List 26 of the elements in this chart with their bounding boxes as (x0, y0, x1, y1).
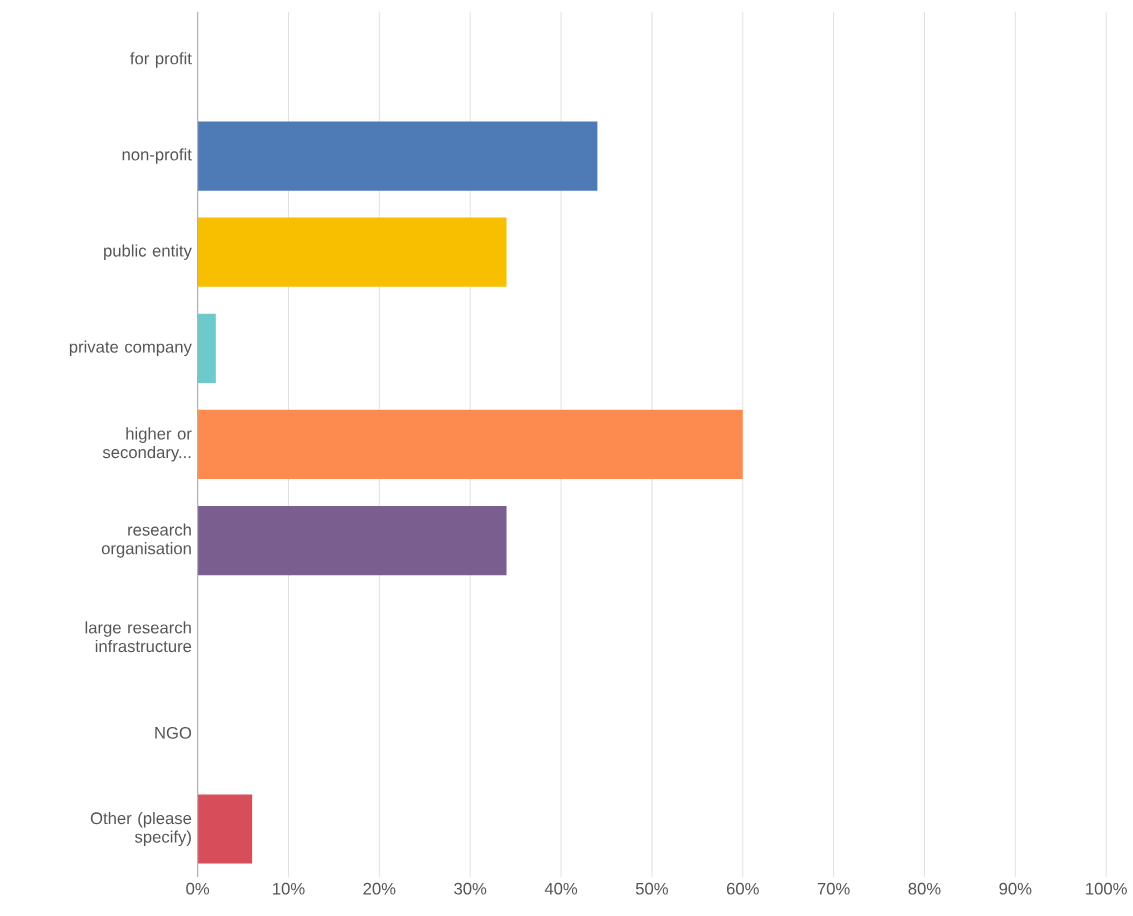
bar (197, 505, 507, 575)
x-tick-label: 80% (908, 882, 941, 895)
bar (197, 794, 253, 864)
y-tick-label: Other (please specify) (90, 811, 192, 846)
y-tick-label: research organisation (101, 523, 191, 558)
x-tick-label: 50% (635, 882, 668, 895)
x-tick-label: 60% (726, 882, 759, 895)
x-tick-label: 70% (817, 882, 850, 895)
bar (197, 313, 216, 383)
y-tick-label: non-profit (122, 148, 192, 164)
y-tick-label: for profit (130, 51, 192, 68)
x-tick-label: 90% (999, 882, 1032, 895)
y-tick-label: large research infrastructure (85, 621, 192, 652)
bar (197, 409, 743, 479)
y-tick-label: higher or secondary... (102, 427, 192, 462)
x-tick-label: 20% (363, 882, 396, 895)
x-tick-label: 30% (454, 882, 487, 895)
x-tick-label: 10% (273, 882, 305, 895)
x-tick-label: 100% (1086, 882, 1127, 895)
bar (197, 217, 507, 287)
y-tick-label: public entity (104, 244, 192, 260)
x-tick-label: 0% (186, 882, 210, 895)
y-tick-label: private company (69, 340, 192, 356)
y-tick-label: NGO (155, 726, 192, 739)
bar (197, 121, 598, 191)
x-tick-label: 40% (544, 882, 578, 895)
